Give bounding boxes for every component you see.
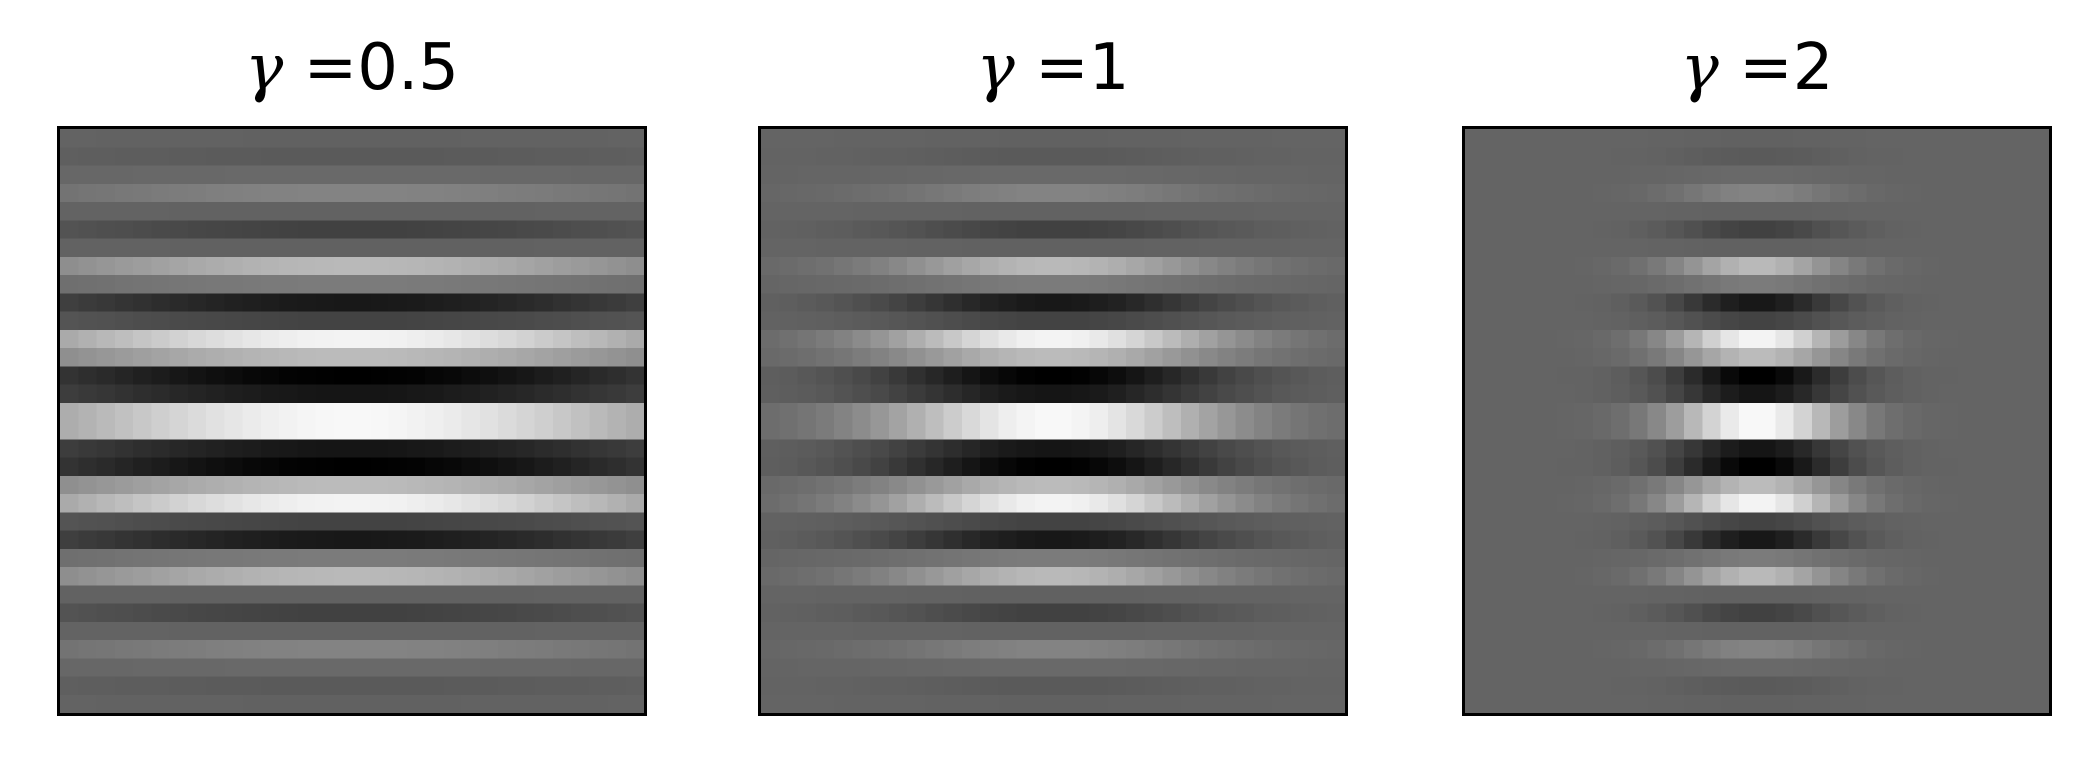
heatmap-gamma-2	[1462, 126, 2052, 716]
panel-gamma-0-5: γ =0.5	[57, 0, 647, 769]
title-value: 0.5	[357, 31, 459, 105]
heatmap-gamma-1	[758, 126, 1348, 716]
gamma-symbol: γ	[245, 31, 284, 105]
panel-title: γ =2	[1462, 28, 2052, 108]
panel-title: γ =0.5	[57, 28, 647, 108]
title-equals: =	[1718, 31, 1793, 105]
title-equals: =	[283, 31, 358, 105]
panel-gamma-1: γ =1	[758, 0, 1348, 769]
title-value: 2	[1792, 31, 1834, 105]
panel-gamma-2: γ =2	[1462, 0, 2052, 769]
gamma-symbol: γ	[1680, 31, 1719, 105]
heatmap-gamma-0-5	[57, 126, 647, 716]
title-value: 1	[1088, 31, 1130, 105]
panel-title: γ =1	[758, 28, 1348, 108]
gamma-symbol: γ	[976, 31, 1015, 105]
title-equals: =	[1014, 31, 1089, 105]
